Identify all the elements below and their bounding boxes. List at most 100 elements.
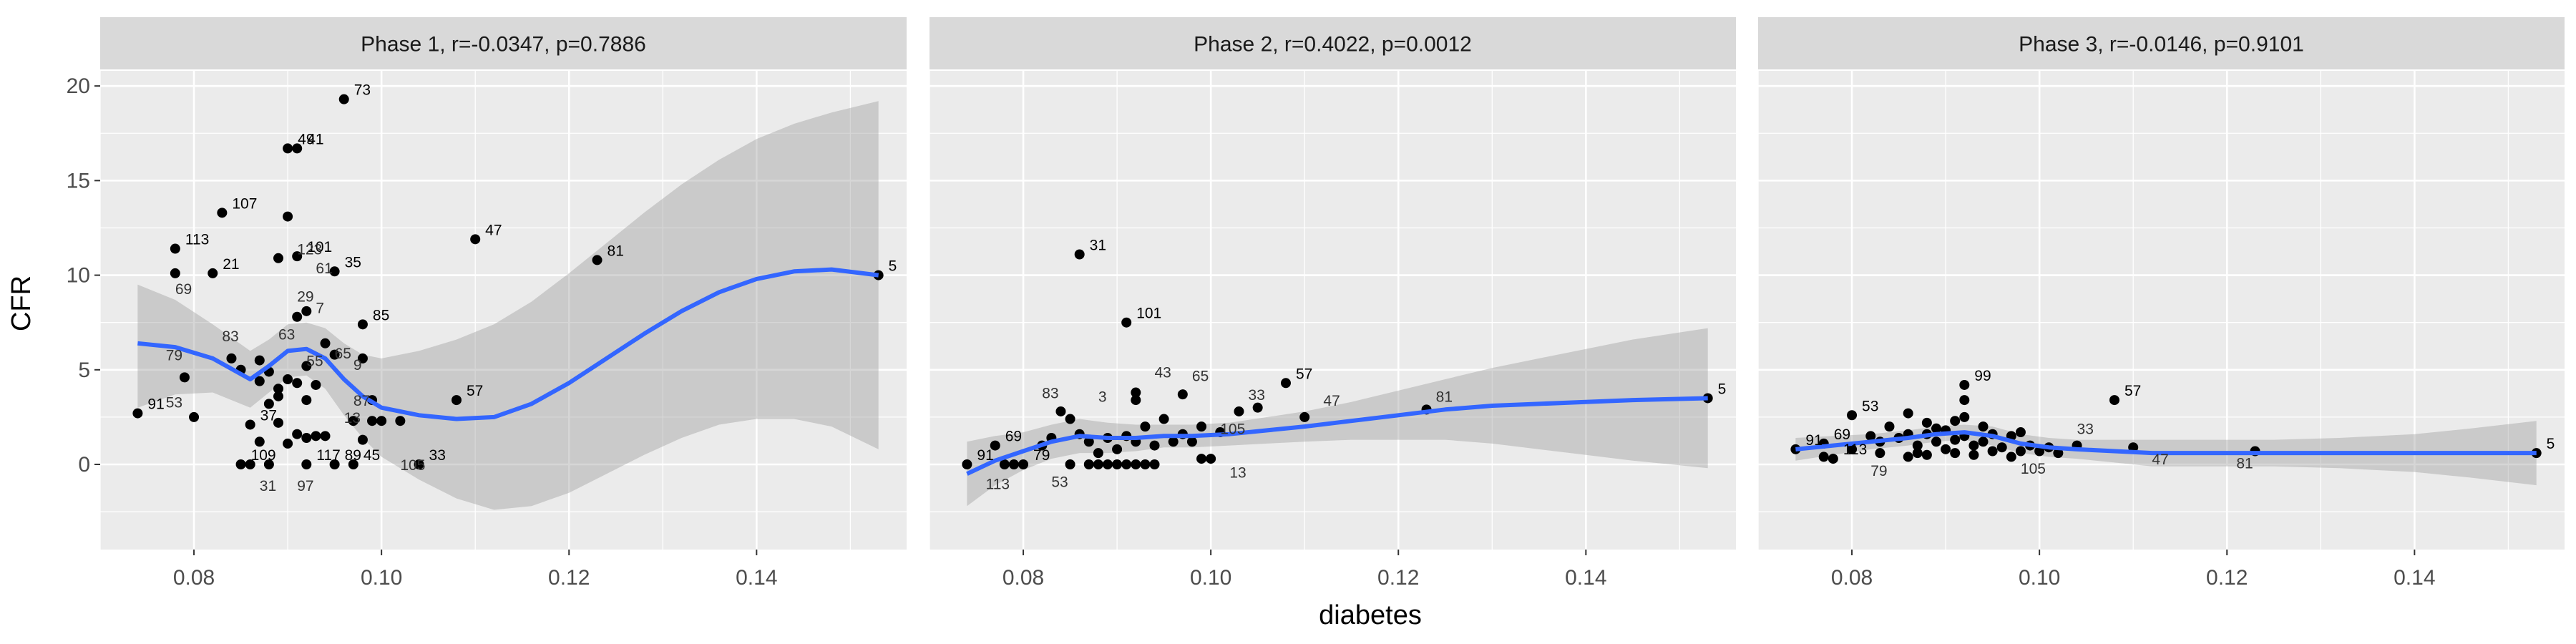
data-point	[1196, 421, 1207, 432]
data-point	[1234, 406, 1244, 416]
point-label: 81	[2236, 455, 2253, 472]
data-point	[1083, 459, 1094, 470]
point-label: 37	[260, 407, 277, 424]
data-point	[990, 440, 1000, 451]
data-point	[1008, 459, 1019, 470]
data-point	[245, 459, 255, 470]
point-label: 43	[1155, 364, 1171, 381]
facet-panel-1: Phase 1, r=-0.0347, p=0.7886 91 113 21 107 10…	[99, 17, 907, 590]
data-point	[348, 459, 358, 470]
point-label: 31	[260, 478, 276, 494]
point-label: 57	[2124, 383, 2141, 399]
data-point	[2109, 395, 2119, 406]
facet-strip	[100, 17, 907, 69]
data-point	[1074, 249, 1085, 260]
data-point	[170, 243, 180, 254]
data-point	[320, 431, 331, 441]
point-label: 87	[353, 393, 370, 409]
data-point	[1149, 459, 1160, 470]
y-tick-label: 0	[78, 453, 90, 477]
plot-panel-background	[1758, 71, 2565, 550]
data-point	[273, 253, 283, 263]
data-point	[1884, 421, 1895, 432]
data-point	[235, 459, 246, 470]
data-point	[254, 355, 265, 366]
data-point	[1912, 448, 1923, 459]
data-point	[217, 208, 228, 218]
data-point	[1112, 444, 1123, 454]
point-label: 31	[1090, 237, 1106, 253]
point-label: 47	[1323, 393, 1340, 409]
data-point	[1875, 448, 1885, 459]
y-axis-title: CFR	[6, 275, 36, 331]
data-point	[208, 268, 218, 278]
facet-panel-2: Phase 2, r=0.4022, p=0.0012 91 69 79 31 101 57…	[929, 17, 1736, 590]
data-point	[1968, 440, 1979, 451]
data-point	[2034, 446, 2045, 457]
data-point	[292, 378, 303, 389]
point-label: 57	[1296, 366, 1312, 382]
point-label: 35	[345, 254, 361, 270]
point-label: 45	[364, 447, 380, 464]
point-label: 63	[278, 326, 295, 343]
point-label: 101	[1136, 306, 1161, 322]
data-point	[263, 459, 274, 470]
data-point	[357, 434, 368, 445]
data-point	[1196, 454, 1207, 464]
x-axis-title: diabetes	[1319, 600, 1422, 630]
point-label: 89	[345, 447, 361, 464]
data-point	[1131, 387, 1141, 398]
point-labels: 91 69 79 31 101 57 5 113 53 83 3 43 65 33 47 81 105 13	[977, 237, 1726, 492]
point-label: 79	[166, 348, 182, 364]
y-tick-label: 10	[67, 264, 90, 288]
data-point	[311, 431, 321, 441]
data-point	[292, 143, 303, 154]
point-label: 99	[1974, 368, 1991, 384]
point-label: 65	[335, 346, 351, 362]
data-point	[1847, 444, 1858, 454]
data-point	[1903, 408, 1913, 419]
data-point	[1149, 440, 1160, 451]
data-point	[1121, 317, 1132, 328]
data-point	[357, 319, 368, 330]
data-point	[367, 416, 378, 426]
point-label: 69	[175, 281, 192, 298]
grid-lines	[1757, 71, 2565, 550]
data-point	[1252, 402, 1263, 413]
point-label: 101	[307, 239, 332, 255]
data-point	[451, 395, 462, 406]
point-label: 49	[298, 131, 314, 147]
point-label: 97	[297, 478, 313, 494]
data-point	[1865, 431, 1876, 441]
point-label: 73	[354, 82, 371, 99]
x-tick-label: 0.08	[1831, 566, 1873, 590]
point-label: 65	[1192, 369, 1209, 385]
data-point	[1083, 436, 1094, 447]
plot-panel-background	[100, 71, 907, 550]
point-label: 41	[307, 131, 323, 147]
point-label: 53	[1051, 474, 1068, 491]
point-label: 33	[2077, 421, 2094, 438]
facet-strip-title: Phase 2, r=0.4022, p=0.0012	[1194, 33, 1472, 57]
data-point	[273, 391, 283, 401]
data-point	[1131, 459, 1141, 470]
data-point	[263, 399, 274, 409]
smooth-line	[1795, 430, 2537, 456]
smooth-line	[137, 267, 879, 421]
point-label: 53	[1862, 398, 1878, 414]
data-point	[273, 417, 283, 428]
y-tick-label: 15	[67, 169, 90, 192]
plot-panel-background	[930, 71, 1736, 550]
data-point	[301, 432, 312, 443]
smooth-line	[966, 396, 1708, 476]
data-point	[1102, 459, 1113, 470]
data-point	[292, 311, 303, 322]
confidence-ribbon	[967, 328, 1708, 507]
data-point	[311, 379, 321, 390]
point-label: 91	[147, 396, 164, 413]
data-point	[2015, 446, 2026, 457]
facet-strip	[930, 17, 1736, 69]
point-label: 69	[1005, 429, 1022, 445]
data-point	[1177, 389, 1188, 400]
